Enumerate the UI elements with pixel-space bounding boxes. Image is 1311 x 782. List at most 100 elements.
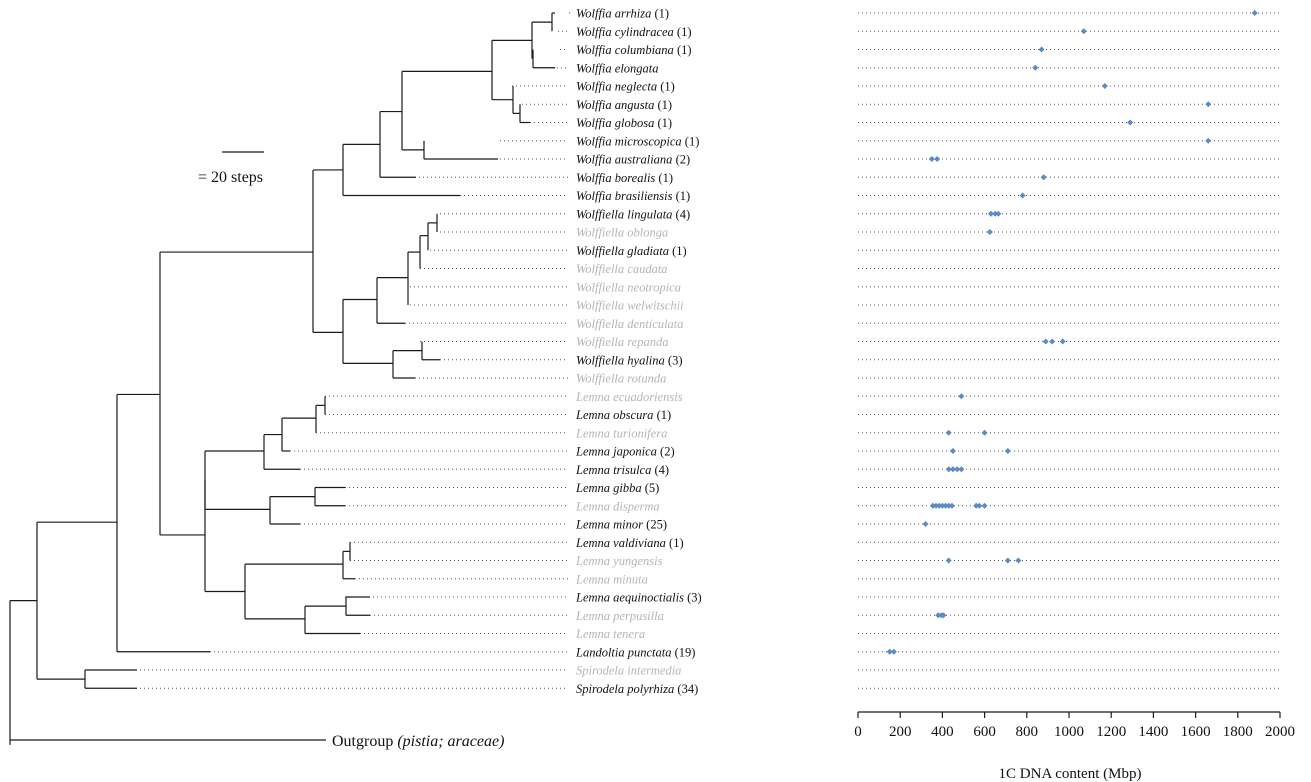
taxon-name: Wolffiella gladiata — [576, 244, 669, 258]
data-point — [922, 521, 929, 527]
taxon-label: Wolffia globosa (1) — [576, 116, 672, 130]
x-tick-label: 400 — [931, 724, 954, 740]
taxon-count: (1) — [654, 98, 672, 112]
data-point — [945, 502, 952, 509]
x-tick-label: 2000 — [1265, 724, 1295, 740]
data-point — [981, 502, 988, 509]
data-point — [945, 557, 952, 564]
taxon-name: Wolffia columbiana — [576, 43, 674, 57]
x-tick-label: 1200 — [1096, 724, 1126, 740]
outgroup-detail: (pistia; araceae) — [397, 733, 504, 750]
taxon-label: Wolffia australiana (2) — [576, 153, 690, 167]
taxon-name: Lemna minuta — [575, 572, 648, 586]
taxon-name: Spirodela polyrhiza — [576, 682, 674, 696]
taxon-label: Lemna minuta — [575, 572, 648, 586]
outgroup-label: Outgroup (pistia; araceae) — [332, 733, 504, 750]
dna-content-plot: 0 200 400 600 800 1000 1200 1400 1600 1800 2000 — [854, 10, 1295, 740]
data-point — [1038, 46, 1045, 53]
taxon-label: Lemna tenera — [575, 627, 645, 641]
taxon-name: Lemna yungensis — [575, 554, 663, 568]
taxon-label: Lemna japonica (2) — [575, 445, 675, 459]
data-point — [987, 210, 994, 217]
taxon-label: Wolffiella denticulata — [576, 317, 684, 331]
taxon-label: Landoltia punctata (19) — [575, 645, 695, 659]
data-point — [933, 502, 940, 509]
data-point — [958, 393, 965, 400]
taxon-count: (1) — [654, 116, 672, 130]
taxon-label: Lemna ecuadoriensis — [575, 390, 683, 404]
taxon-count: (5) — [642, 481, 660, 495]
taxon-count: (4) — [651, 463, 669, 477]
taxon-label: Wolffia neglecta (1) — [576, 80, 675, 94]
taxon-label: Spirodela intermedia — [576, 664, 681, 678]
taxon-name: Lemna obscura — [575, 408, 653, 422]
taxon-label: Lemna disperma — [575, 499, 660, 513]
x-axis-label: 1C DNA content (Mbp) — [999, 766, 1142, 782]
data-point — [948, 502, 955, 509]
taxon-label: Spirodela polyrhiza (34) — [576, 682, 698, 696]
taxon-name: Wolffia microscopica — [576, 134, 682, 148]
data-point — [1205, 101, 1212, 108]
taxon-label: Lemna minor (25) — [575, 518, 667, 532]
data-point — [940, 612, 947, 619]
data-point — [1032, 64, 1039, 71]
data-point — [934, 156, 941, 162]
taxon-count: (1) — [682, 134, 700, 148]
data-point — [1101, 83, 1108, 89]
taxon-name: Wolffiella repanda — [576, 335, 668, 349]
taxon-count: (1) — [653, 408, 671, 422]
taxon-name: Lemna aequinoctialis — [575, 591, 684, 605]
data-point — [1127, 119, 1134, 126]
data-point — [1004, 448, 1011, 454]
taxon-label: Wolffia cylindracea (1) — [576, 25, 692, 39]
taxon-labels: Wolffia arrhiza (1) Wolffia cylindracea (… — [575, 7, 702, 696]
taxon-count: (1) — [674, 43, 692, 57]
taxon-count: (2) — [657, 445, 675, 459]
taxon-label: Wolffia arrhiza (1) — [576, 7, 669, 21]
data-point — [1019, 192, 1026, 199]
data-point — [949, 466, 956, 473]
taxon-label: Wolffiella rotunda — [576, 372, 666, 386]
taxon-count: (1) — [672, 189, 690, 203]
scale-bar: = 20 steps — [198, 151, 264, 186]
taxon-label: Lemna aequinoctialis (3) — [575, 591, 702, 605]
data-point — [976, 502, 983, 509]
data-point — [1042, 338, 1049, 345]
data-point — [1004, 557, 1011, 564]
data-point — [1015, 557, 1022, 564]
data-point — [936, 502, 943, 509]
taxon-label: Lemna valdiviana (1) — [575, 536, 684, 550]
taxon-count: (1) — [657, 80, 675, 94]
x-tick-label: 800 — [1016, 724, 1039, 740]
x-tick-label: 1800 — [1223, 724, 1253, 740]
data-point — [1251, 10, 1258, 16]
x-tick-label: 1600 — [1181, 724, 1211, 740]
taxon-count: (19) — [672, 645, 696, 659]
taxon-count: (1) — [669, 244, 687, 258]
data-point — [973, 502, 980, 509]
outgroup-name: Outgroup — [332, 733, 393, 750]
taxon-label: Wolffiella welwitschii — [576, 299, 684, 313]
taxon-name: Wolffiella neotropica — [576, 280, 681, 294]
data-point — [890, 648, 897, 655]
data-point — [945, 429, 952, 436]
taxon-label: Wolffia elongata — [576, 61, 659, 75]
taxon-label: Lemna yungensis — [575, 554, 663, 568]
taxon-count: (3) — [684, 591, 702, 605]
taxon-name: Lemna gibba — [575, 481, 642, 495]
taxon-name: Wolffia globosa — [576, 116, 654, 130]
taxon-count: (25) — [643, 518, 667, 532]
data-point — [928, 156, 935, 162]
taxon-name: Lemna valdiviana — [575, 536, 666, 550]
data-point — [935, 612, 942, 619]
taxon-name: Wolffia brasiliensis — [576, 189, 673, 203]
taxon-count: (1) — [651, 7, 669, 21]
data-point — [986, 229, 993, 235]
x-tick-label: 0 — [854, 724, 862, 740]
taxon-name: Wolffiella caudata — [576, 262, 668, 276]
taxon-label: Wolffiella gladiata (1) — [576, 244, 687, 258]
taxon-count: (2) — [672, 153, 690, 167]
taxon-name: Lemna ecuadoriensis — [575, 390, 683, 404]
taxon-name: Wolffiella lingulata — [576, 207, 672, 221]
